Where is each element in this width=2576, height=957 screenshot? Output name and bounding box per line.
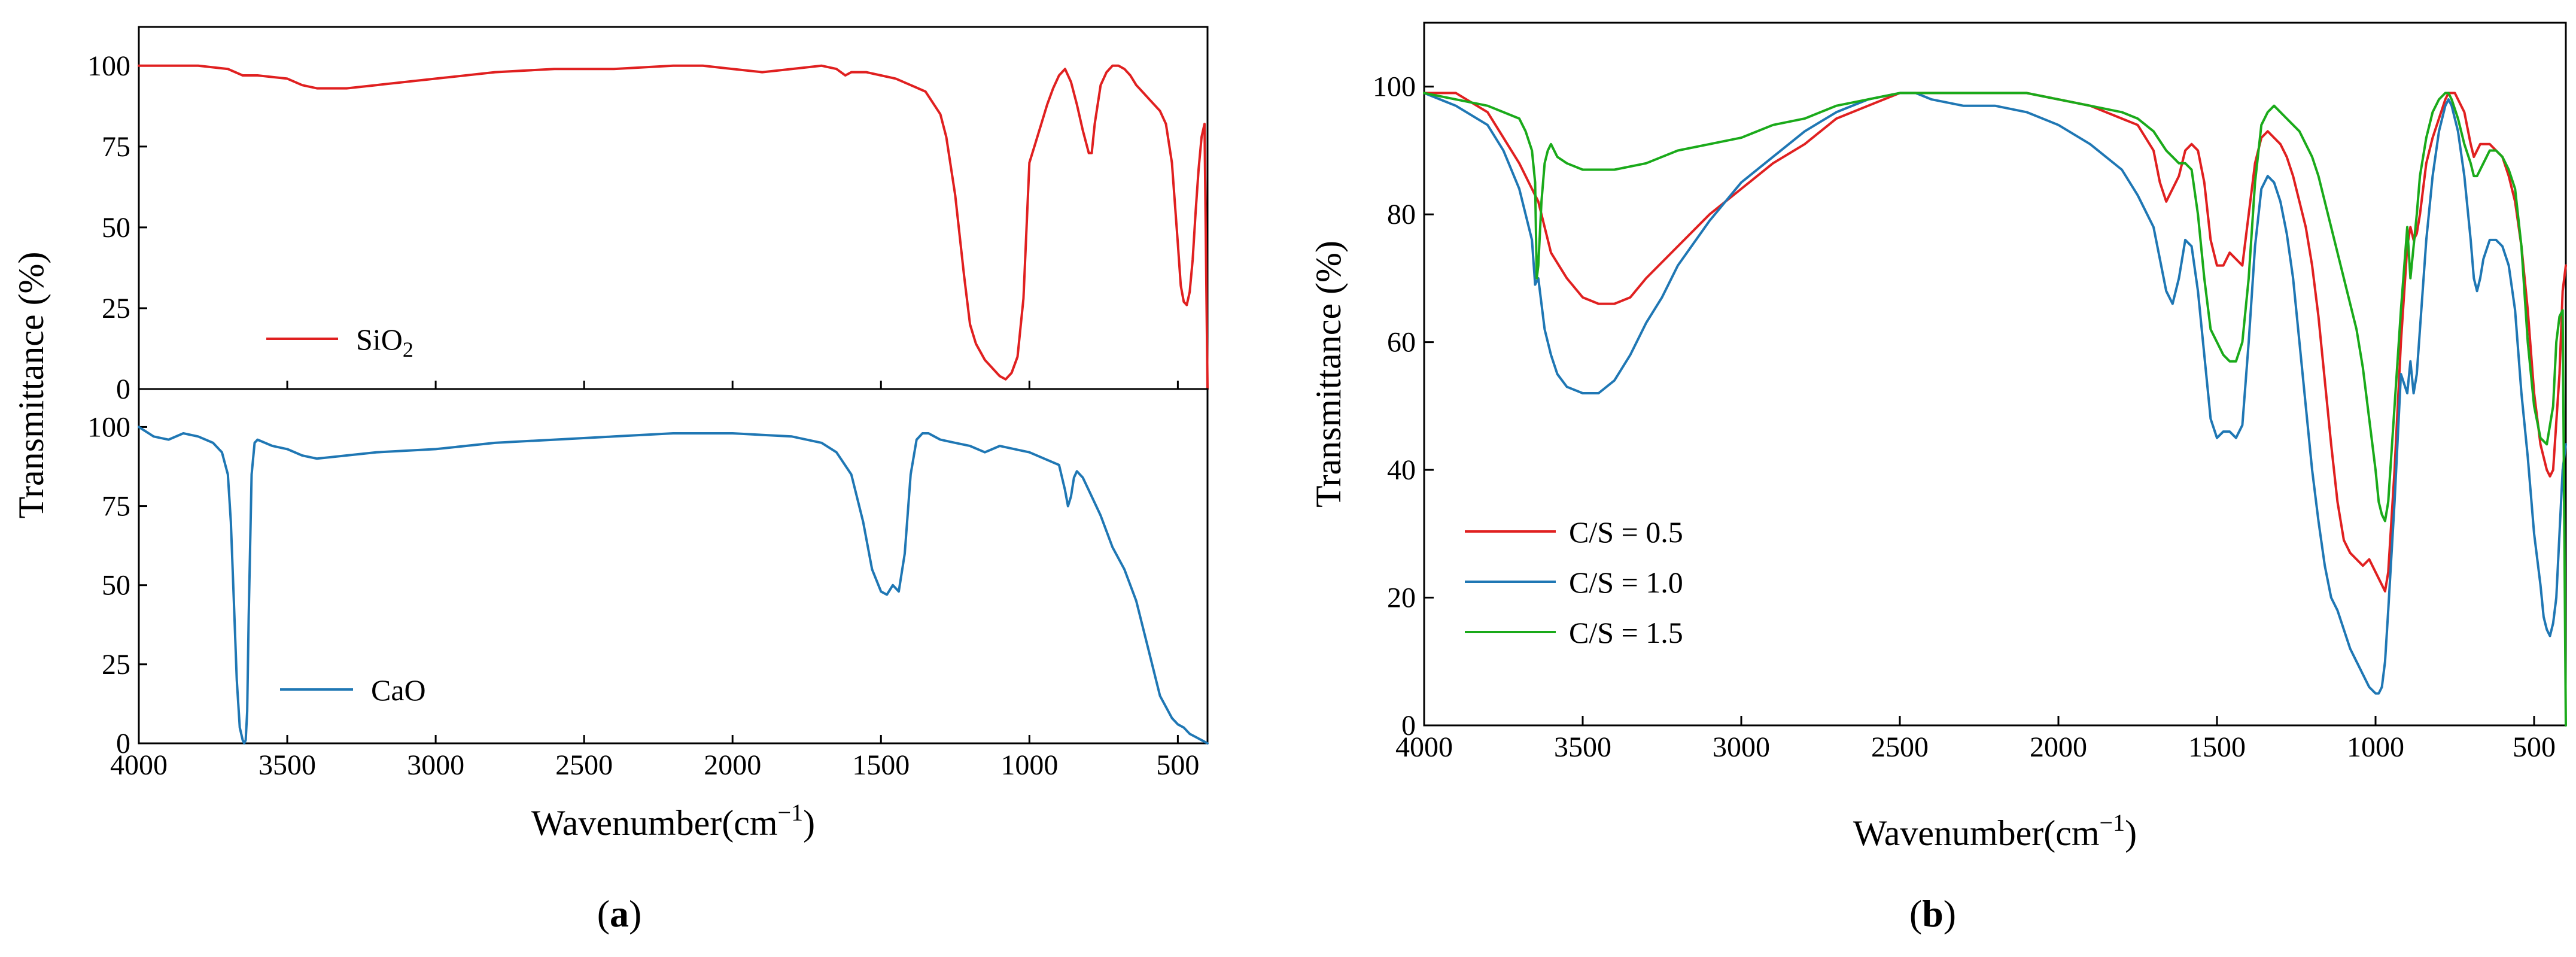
b-plot-frame [1423,22,2567,727]
a-xtick-label: 2500 [555,749,613,781]
a-series-sio2 [138,64,1209,390]
b-xtick-label: 1000 [2347,731,2404,763]
b-xlabel: Wavenumber(cm−1) [1853,809,2137,853]
b-xtick-label: 4000 [1395,731,1453,763]
b-legend-label-0: C/S = 0.5 [1569,515,1683,549]
a-xtick-label: 3500 [258,749,316,781]
a-bottom-ytick-label: 50 [102,570,130,601]
b-series-2 [1423,92,2567,727]
b-xtick-label: 2000 [2030,731,2087,763]
a-bottom-ytick-label: 100 [87,411,130,443]
a-xtick-label: 4000 [110,749,168,781]
b-legend-label-2: C/S = 1.5 [1569,616,1683,649]
a-xlabel: Wavenumber(cm−1) [531,799,815,843]
b-xtick-label: 2500 [1871,731,1929,763]
panel-b: 4000 3500 3000 2500 2000 1500 1000 500 0 20 40 60 80… [1309,22,2567,935]
b-panel-label: (b) [1909,892,1956,935]
b-xtick-label: 3500 [1554,731,1611,763]
a-top-ytick-label: 0 [116,373,130,405]
b-ytick-label: 100 [1373,71,1416,103]
a-bottom-ytick-label: 0 [116,728,130,759]
a-xtick-label: 2000 [704,749,761,781]
b-ytick-label: 40 [1387,454,1416,486]
a-bottom-ytick-label: 75 [102,491,130,522]
a-panel-label: (a) [597,892,642,935]
b-xtick-label: 500 [2513,731,2556,763]
a-top-plot-frame [138,26,1209,390]
a-bottom-ytick-label: 25 [102,649,130,680]
b-xtick-label: 1500 [2188,731,2246,763]
b-legend-label-1: C/S = 1.0 [1569,566,1683,599]
a-top-ytick-label: 100 [87,50,130,82]
a-xtick-label: 1000 [1000,749,1058,781]
a-bottom-plot-frame [138,388,1209,745]
a-ylabel: Transmittance (%) [11,251,51,518]
b-ytick-label: 0 [1401,710,1416,742]
b-series-1 [1423,92,2567,695]
a-legend-cao-label: CaO [371,673,426,707]
a-top-ytick-label: 75 [102,131,130,163]
b-series-0 [1423,92,2567,593]
a-top-ytick-label: 50 [102,212,130,244]
b-xtick-label: 3000 [1713,731,1770,763]
a-xtick-label: 500 [1156,749,1199,781]
b-ytick-label: 20 [1387,582,1416,614]
a-top-ytick-label: 25 [102,293,130,324]
a-legend-sio2-label: SiO2 [356,323,413,361]
a-xtick-label: 3000 [407,749,464,781]
b-ytick-label: 60 [1387,327,1416,359]
a-xtick-label: 1500 [852,749,910,781]
b-ylabel: Transmittance (%) [1309,241,1348,508]
b-ytick-label: 80 [1387,199,1416,230]
a-series-cao [138,426,1209,745]
